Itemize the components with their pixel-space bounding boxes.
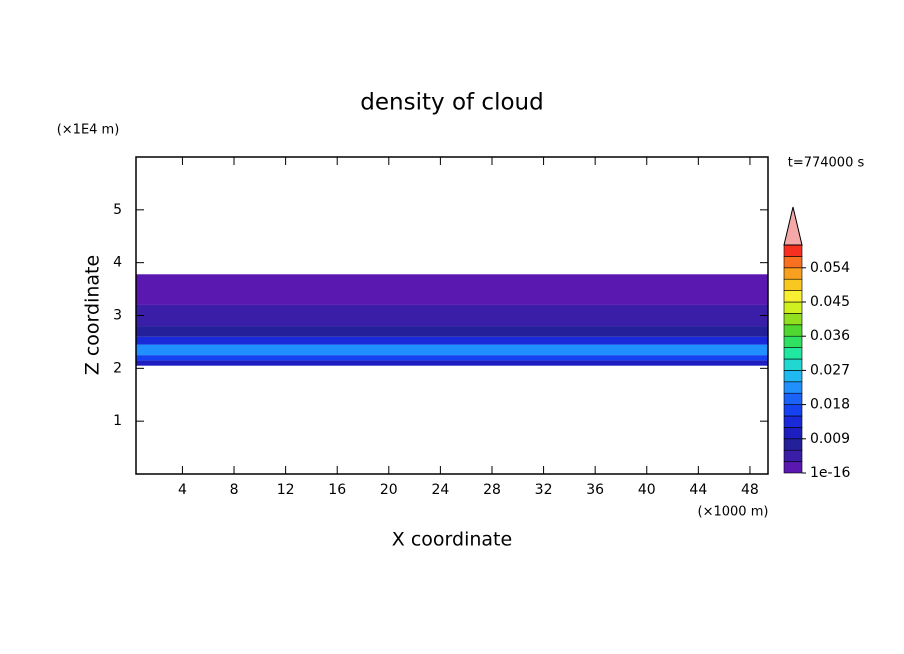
x-tick-label: 32	[535, 482, 553, 498]
contour-band	[136, 304, 768, 327]
x-tick-label: 8	[230, 482, 239, 498]
y-axis-label: Z coordinate	[82, 255, 104, 375]
colorbar-box	[783, 347, 803, 360]
colorbar-extension	[783, 206, 803, 246]
y-unit: (×1E4 m)	[57, 123, 120, 138]
y-tick-label: 4	[113, 255, 122, 271]
chart-title: density of cloud	[360, 90, 543, 116]
colorbar-box	[783, 370, 803, 383]
contour-band	[136, 355, 768, 361]
contour-band	[136, 336, 768, 345]
colorbar-tick-label: 0.018	[810, 397, 850, 413]
colorbar-box	[783, 301, 803, 314]
colorbar-tick-label: 0.045	[810, 294, 850, 310]
colorbar-box	[783, 392, 803, 405]
contour-band	[136, 344, 768, 356]
colorbar-box	[783, 244, 803, 257]
colorbar-box	[783, 313, 803, 326]
colorbar-box	[783, 290, 803, 303]
y-tick-label: 2	[113, 360, 122, 376]
colorbar-box	[783, 449, 803, 462]
colorbar-box	[783, 267, 803, 280]
time-label: t=774000 s	[788, 156, 865, 171]
y-tick-label: 1	[113, 413, 122, 429]
contour-band	[136, 326, 768, 337]
colorbar-box	[783, 415, 803, 428]
x-tick-label: 16	[328, 482, 346, 498]
x-unit: (×1000 m)	[698, 505, 769, 520]
colorbar-box	[783, 324, 803, 337]
colorbar-tick-label: 0.009	[810, 431, 850, 447]
x-tick-label: 28	[483, 482, 501, 498]
x-axis-label: X coordinate	[392, 529, 512, 551]
x-tick-label: 4	[178, 482, 187, 498]
colorbar-box	[783, 335, 803, 348]
contour-band	[136, 360, 768, 366]
colorbar-tick-label: 0.036	[810, 328, 850, 344]
x-tick-label: 40	[638, 482, 656, 498]
colorbar-box	[783, 358, 803, 371]
colorbar-tick-label: 0.054	[810, 260, 850, 276]
colorbar-tick-label: 1e-16	[810, 465, 850, 481]
x-tick-label: 20	[380, 482, 398, 498]
colorbar-box	[783, 438, 803, 451]
x-tick-label: 48	[741, 482, 759, 498]
y-tick-label: 5	[113, 202, 122, 218]
y-tick-label: 3	[113, 308, 122, 324]
x-tick-label: 36	[586, 482, 604, 498]
colorbar-box	[783, 427, 803, 440]
colorbar-tick-label: 0.027	[810, 362, 850, 378]
colorbar-box	[783, 256, 803, 269]
x-tick-label: 12	[277, 482, 295, 498]
x-tick-label: 44	[689, 482, 707, 498]
contour-band	[136, 274, 768, 305]
colorbar-box	[783, 461, 803, 474]
x-tick-label: 24	[431, 482, 449, 498]
colorbar-box	[783, 278, 803, 291]
colorbar-box	[783, 404, 803, 417]
colorbar-box	[783, 381, 803, 394]
